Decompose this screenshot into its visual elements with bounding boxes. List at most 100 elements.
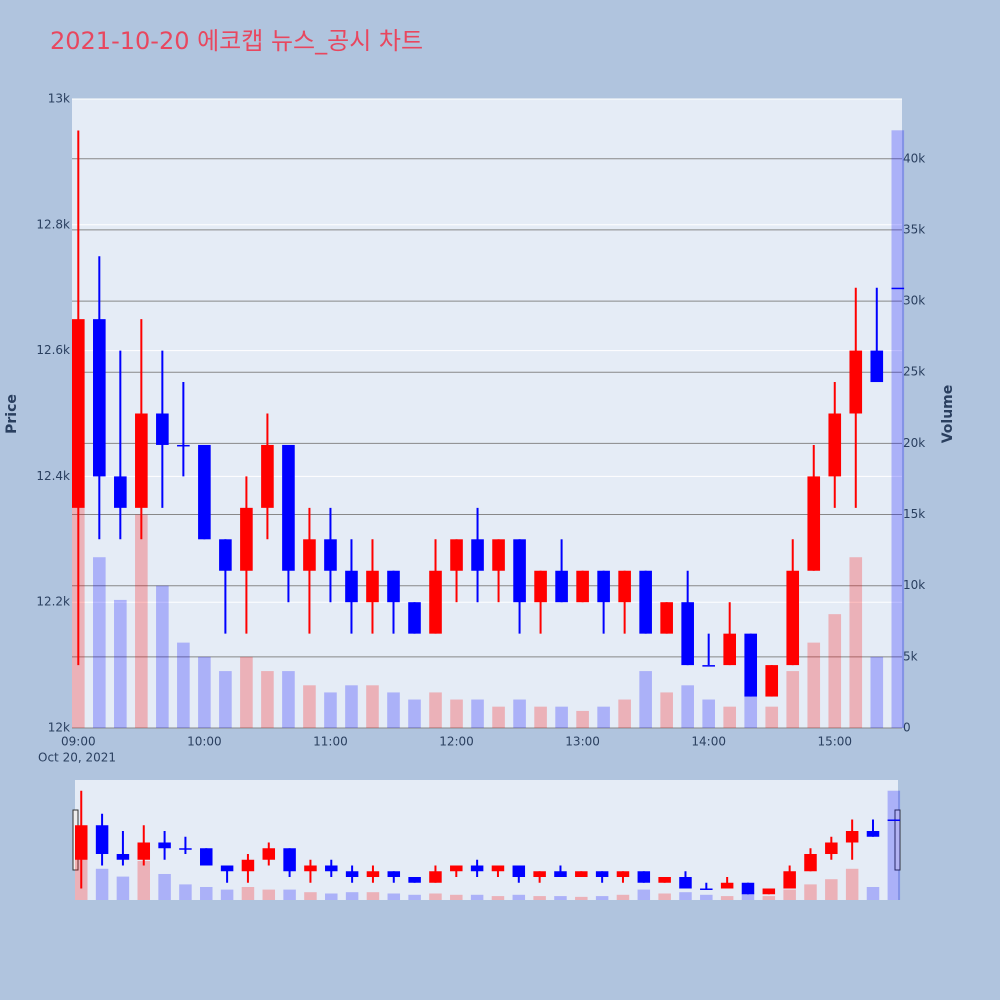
candle-body (595, 871, 609, 877)
candle-body (304, 865, 317, 872)
volume-bar (429, 692, 442, 728)
candle-body (679, 877, 692, 889)
volume-bar (845, 868, 859, 900)
volume-bar (366, 892, 380, 900)
volume-bar (658, 893, 671, 900)
candle-body (408, 602, 421, 634)
volume-bar (471, 699, 484, 728)
candle-body (262, 848, 276, 860)
candle-body (576, 570, 589, 603)
volume-bar (137, 860, 151, 900)
y2-tick-label: 30k (903, 294, 925, 308)
volume-bar (618, 699, 631, 728)
candle-body (702, 665, 715, 667)
candle-body (429, 871, 442, 883)
volume-bar (450, 894, 463, 900)
range-slider[interactable] (75, 780, 898, 900)
candle-body (554, 871, 567, 877)
candle-body (303, 539, 316, 571)
volume-bar (804, 884, 817, 900)
candle-body (825, 842, 838, 854)
slider-handle-right[interactable] (894, 809, 901, 871)
candle-body (786, 570, 800, 666)
volume-bar (660, 692, 673, 728)
volume-bar (555, 706, 568, 728)
x-tick-label: 10:00 (187, 735, 222, 749)
volume-bar (639, 671, 652, 728)
volume-bar (325, 893, 338, 900)
candle-body (512, 865, 526, 877)
volume-bar (135, 514, 148, 728)
candle-body (282, 444, 295, 571)
volume-bar (95, 868, 109, 900)
volume-bar (241, 886, 255, 900)
volume-bar (576, 710, 589, 728)
candle-body (804, 854, 817, 872)
volume-bar (219, 671, 232, 728)
candle-body (618, 570, 631, 603)
candle-body (72, 319, 85, 508)
volume-bar (450, 699, 463, 728)
candle-body (324, 539, 337, 571)
candle-body (387, 871, 401, 877)
candle-body (637, 871, 651, 883)
volume-bar (512, 894, 526, 900)
y-axis-title: Price (4, 394, 20, 434)
y-tick-label: 12k (48, 721, 70, 735)
volume-bar (303, 685, 316, 728)
volume-bar (866, 886, 880, 900)
candle-body (429, 570, 442, 634)
candle-body (845, 831, 859, 843)
candle-body (639, 570, 652, 634)
volume-bar (513, 699, 526, 728)
candle-body (156, 413, 169, 445)
candle-body (450, 539, 463, 571)
candle-body (616, 871, 630, 877)
volume-bar (597, 706, 610, 728)
volume-bar (429, 893, 442, 900)
candle-body (575, 871, 588, 877)
volume-bar (387, 692, 400, 728)
x-tick-label: 14:00 (691, 735, 726, 749)
candle-body (783, 871, 796, 889)
y-tick-label: 12.6k (36, 343, 70, 357)
chart-title: 2021-10-20 에코캡 뉴스_공시 차트 (50, 27, 423, 55)
volume-bar (198, 656, 211, 728)
candle-body (681, 602, 694, 666)
candle-body (513, 539, 526, 603)
volume-bar (700, 894, 713, 900)
candle-body (741, 882, 755, 895)
candle-body (75, 825, 88, 860)
y2-tick-label: 5k (903, 649, 918, 663)
candle-body (471, 539, 484, 571)
volume-bar (637, 889, 651, 900)
candle-body (762, 888, 776, 895)
volume-bar (158, 873, 171, 900)
volume-bar (387, 893, 401, 900)
volume-bar (702, 699, 715, 728)
volume-bar (825, 879, 838, 900)
candle-body (345, 570, 358, 603)
candle-body (116, 854, 130, 860)
volume-bar (765, 706, 779, 728)
candle-body (220, 865, 234, 872)
candle-body (179, 848, 192, 850)
candle-body (200, 848, 213, 866)
y2-tick-label: 40k (903, 151, 925, 165)
x-tick-label: 15:00 (817, 735, 852, 749)
x-date-label: Oct 20, 2021 (38, 751, 116, 765)
volume-bar (177, 642, 190, 728)
y-tick-label: 13k (48, 92, 70, 106)
candle-body (887, 819, 901, 821)
volume-bar (849, 557, 863, 728)
volume-bar (366, 685, 379, 728)
volume-bar (887, 790, 901, 900)
volume-bar (616, 894, 630, 900)
volume-bar (324, 692, 337, 728)
candle-body (828, 413, 842, 477)
volume-bar (282, 671, 295, 728)
candle-body (95, 825, 109, 854)
volume-bar (261, 671, 274, 728)
candle-body (700, 888, 713, 890)
candle-body (533, 871, 546, 877)
